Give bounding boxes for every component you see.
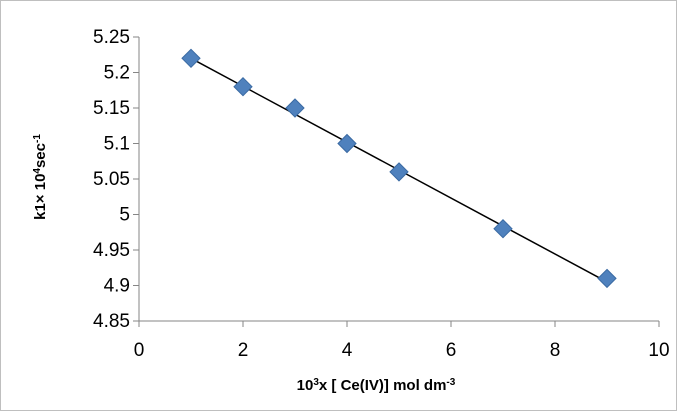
x-tick-label: 4: [342, 340, 353, 361]
data-point-diamond: [493, 218, 513, 239]
data-point-diamond: [233, 76, 253, 97]
x-tick-label: 10: [648, 340, 669, 361]
x-axis-title: 103x [ Ce(IV)] mol dm-3: [297, 377, 456, 395]
y-tick-label: 5.1: [104, 134, 130, 155]
data-point-diamond: [285, 98, 305, 118]
y-tick-label: 4.85: [93, 311, 130, 332]
axes: [133, 36, 660, 327]
data-point-diamond: [597, 268, 617, 289]
x-tick-label: 8: [550, 340, 561, 361]
tick-labels: 4.85 4.9 4.95 5 5.05 5.1 5.15 5.2 5.25 0 2 4 6 8 10: [93, 27, 670, 361]
x-tick-label: 2: [238, 340, 249, 361]
y-tick-label: 5: [119, 205, 130, 226]
y-tick-label: 5.2: [104, 63, 130, 84]
data-points: [181, 48, 617, 289]
data-point-diamond: [389, 162, 409, 182]
y-tick-label: 5.05: [93, 169, 130, 190]
y-tick-label: 4.95: [93, 240, 130, 261]
data-point-diamond: [337, 133, 357, 154]
y-tick-label: 5.15: [93, 98, 130, 119]
data-point-diamond: [181, 48, 201, 69]
x-tick-label: 0: [134, 340, 145, 361]
x-tick-label: 6: [446, 340, 457, 361]
y-axis-title: k1× 104sec-1: [32, 134, 50, 220]
y-tick-label: 4.9: [104, 276, 130, 297]
y-tick-label: 5.25: [93, 27, 130, 48]
